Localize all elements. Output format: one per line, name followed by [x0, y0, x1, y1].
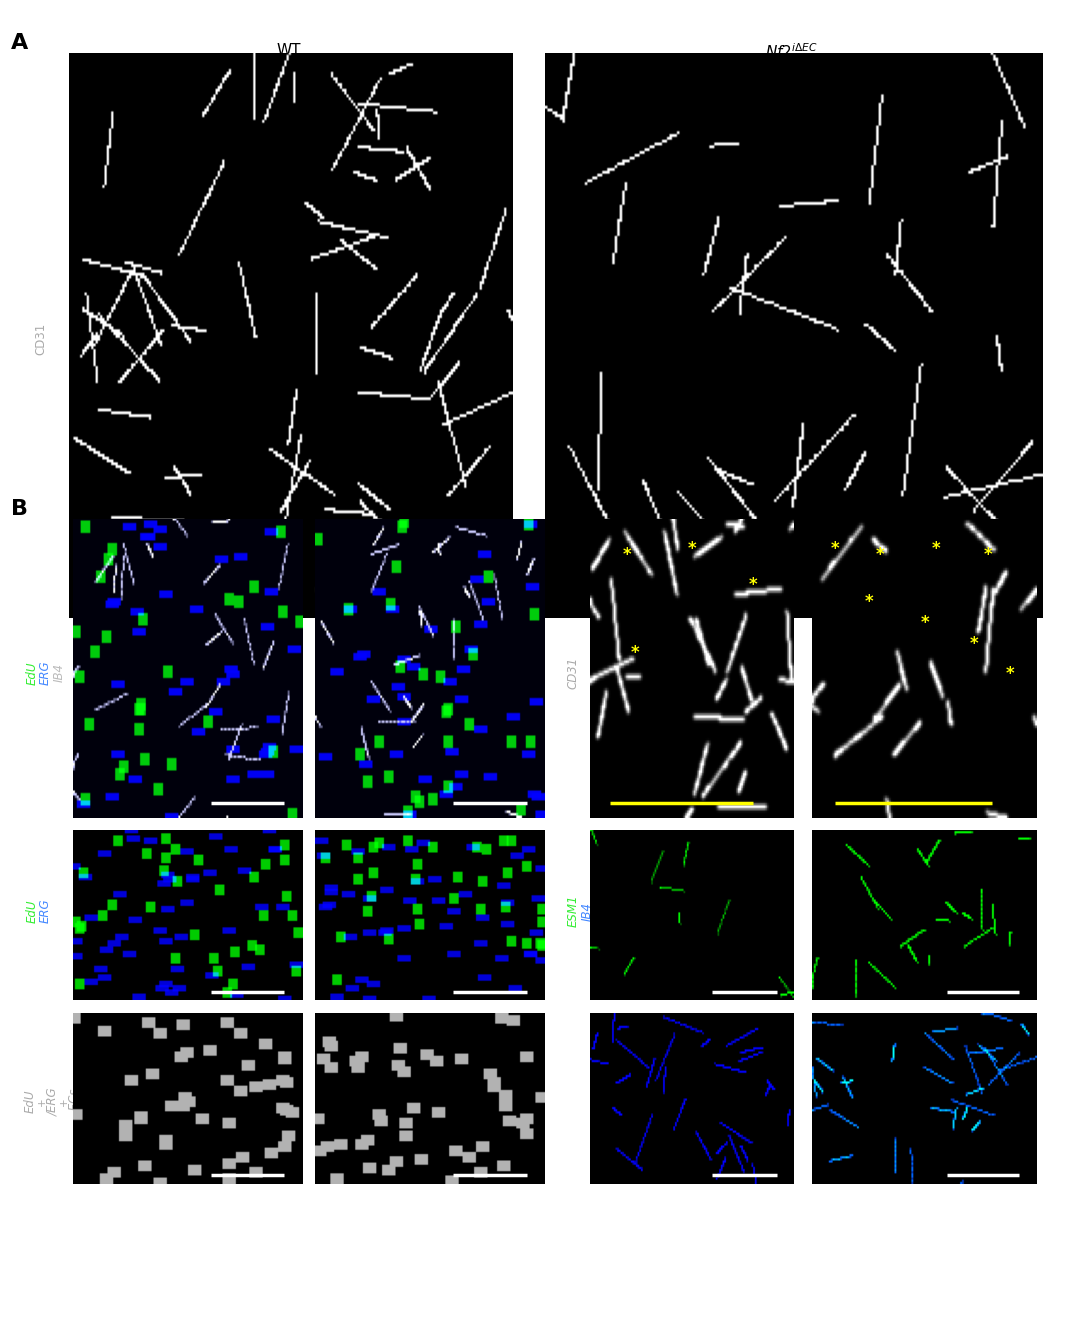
Text: *: * — [1006, 665, 1014, 684]
Text: CD31: CD31 — [34, 323, 47, 355]
Text: *: * — [622, 545, 631, 564]
Text: ESM1: ESM1 — [567, 895, 579, 927]
Text: $\it{Nf2}$$^{\mathit{i\Delta EC}}$: $\it{Nf2}$$^{\mathit{i\Delta EC}}$ — [379, 507, 433, 525]
Text: A: A — [11, 33, 28, 53]
Text: ECs: ECs — [68, 1088, 81, 1115]
Text: EdU: EdU — [26, 661, 38, 685]
Text: ERG: ERG — [38, 661, 51, 685]
Text: EdU: EdU — [24, 1089, 36, 1113]
Text: *: * — [631, 644, 639, 662]
Text: IB4: IB4 — [52, 664, 65, 682]
Text: $\it{Nf2}$$^{\mathit{i\Delta EC}}$: $\it{Nf2}$$^{\mathit{i\Delta EC}}$ — [764, 43, 818, 61]
Text: *: * — [920, 614, 929, 633]
Text: *: * — [831, 540, 839, 557]
Text: $\it{Nf2}$$^{\mathit{i\Delta EC}}$: $\it{Nf2}$$^{\mathit{i\Delta EC}}$ — [893, 507, 946, 525]
Text: WT: WT — [277, 43, 300, 57]
Text: C: C — [583, 499, 599, 519]
Text: *: * — [876, 545, 884, 564]
Text: WT: WT — [175, 507, 199, 521]
Text: *: * — [864, 593, 873, 612]
Text: *: * — [748, 576, 757, 593]
Text: *: * — [970, 636, 978, 653]
Text: /ERG: /ERG — [46, 1087, 59, 1116]
Text: *: * — [983, 545, 992, 564]
Text: *: * — [687, 540, 696, 557]
Text: CD31: CD31 — [567, 657, 579, 689]
Text: B: B — [11, 499, 28, 519]
Text: +: + — [59, 1097, 69, 1105]
Text: IB4: IB4 — [580, 902, 593, 920]
Text: WT: WT — [704, 507, 728, 521]
Text: +: + — [36, 1097, 47, 1105]
Text: EdU: EdU — [26, 899, 38, 923]
Text: *: * — [931, 540, 941, 557]
Text: ERG: ERG — [38, 899, 51, 923]
